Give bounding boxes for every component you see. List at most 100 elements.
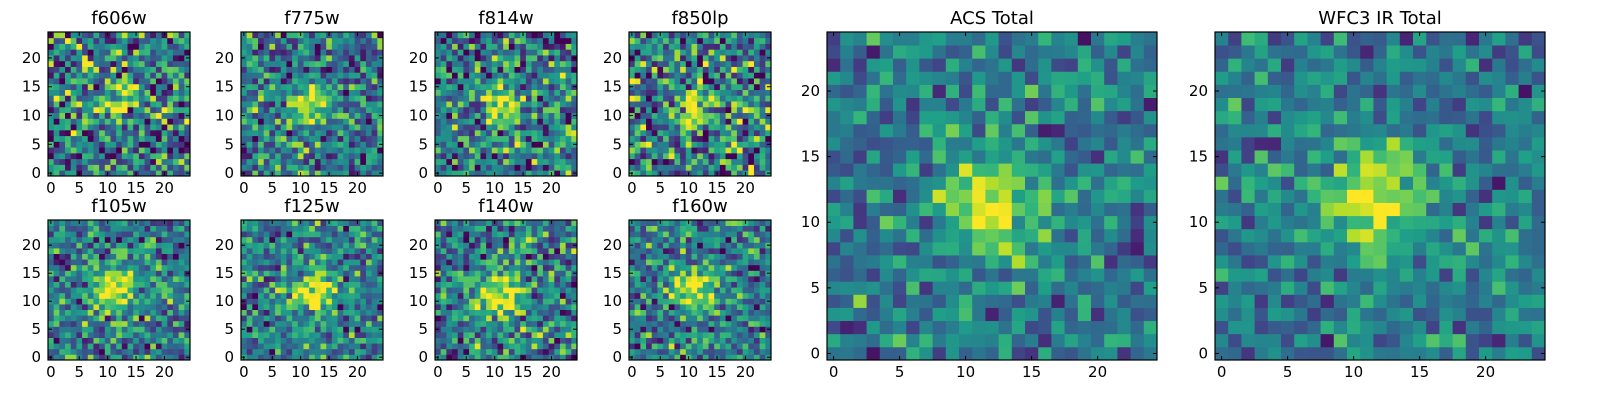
heatmap-cell <box>87 49 94 56</box>
heatmap-cell <box>354 253 361 260</box>
heatmap-cell <box>685 118 692 125</box>
heatmap-cell <box>121 147 128 154</box>
heatmap-cell <box>554 332 561 338</box>
heatmap-cell <box>480 332 487 338</box>
heatmap-cell <box>320 66 327 73</box>
heatmap-cell <box>65 72 72 79</box>
heatmap-cell <box>542 220 549 226</box>
heatmap-cell <box>280 337 287 344</box>
heatmap-cell <box>731 304 738 310</box>
heatmap-cell <box>514 66 521 73</box>
heatmap-cell <box>452 332 459 338</box>
heatmap-cell <box>571 248 578 254</box>
heatmap-cell <box>542 242 549 249</box>
heatmap-cell <box>303 147 310 154</box>
heatmap-cell <box>685 343 692 350</box>
heatmap-cell <box>565 320 572 327</box>
heatmap-cell <box>719 112 726 119</box>
heatmap-cell <box>480 270 487 277</box>
heatmap-cell <box>651 118 658 125</box>
heatmap-cell <box>320 270 327 277</box>
heatmap-cell <box>138 320 145 327</box>
heatmap-cell <box>93 236 100 243</box>
heatmap-cell <box>87 348 94 355</box>
heatmap-cell <box>138 248 145 254</box>
heatmap-cell <box>275 292 282 299</box>
heatmap-cell <box>702 118 709 125</box>
heatmap-cell <box>742 158 749 165</box>
heatmap-cell <box>486 49 493 56</box>
heatmap-cell <box>497 253 504 260</box>
heatmap-cell <box>371 49 378 56</box>
heatmap-cell <box>440 72 447 79</box>
heatmap-cell <box>150 343 157 350</box>
panel-title: f814w <box>478 8 533 29</box>
heatmap-cell <box>668 315 675 322</box>
heatmap-cell <box>331 276 338 282</box>
heatmap-cell <box>674 55 681 62</box>
heatmap-cell <box>719 37 726 44</box>
heatmap-cell <box>48 66 55 73</box>
heatmap-cell <box>514 49 521 56</box>
heatmap-cell <box>440 259 447 266</box>
heatmap-cell <box>742 152 749 160</box>
heatmap-cell <box>292 129 299 137</box>
heatmap-cell <box>167 152 174 160</box>
heatmap-cell <box>474 332 481 338</box>
heatmap-cell <box>326 66 333 73</box>
heatmap-cell <box>714 37 721 44</box>
heatmap-cell <box>348 118 355 125</box>
heatmap-cell <box>377 287 384 294</box>
heatmap-cell <box>133 242 140 249</box>
heatmap-cell <box>674 170 681 177</box>
heatmap-cell <box>571 264 578 271</box>
heatmap-cell <box>452 152 459 160</box>
heatmap-cell <box>258 225 265 232</box>
heatmap-cell <box>286 270 293 277</box>
heatmap-cell <box>646 49 653 56</box>
heatmap-cell <box>748 287 755 294</box>
heatmap-cell <box>640 158 647 165</box>
heatmap-cell <box>167 124 174 131</box>
heatmap-cell <box>480 112 487 119</box>
heatmap-cell <box>184 348 191 355</box>
heatmap-cell <box>286 112 293 119</box>
heatmap-cell <box>116 287 123 294</box>
heatmap-cell <box>559 129 567 137</box>
heatmap-cell <box>292 270 299 277</box>
heatmap-cell <box>303 242 310 249</box>
heatmap-cell <box>748 152 755 160</box>
heatmap-cell <box>457 231 464 238</box>
heatmap-cell <box>725 348 732 355</box>
heatmap-cell <box>286 253 293 260</box>
heatmap-cell <box>508 298 515 305</box>
heatmap-cell <box>537 32 544 39</box>
heatmap-cell <box>651 298 658 305</box>
heatmap-cell <box>320 253 327 260</box>
heatmap-cell <box>663 309 670 316</box>
heatmap-cell <box>59 124 66 131</box>
heatmap-cell <box>657 66 664 73</box>
heatmap-cell <box>155 95 162 102</box>
heatmap-cell <box>258 287 265 294</box>
heatmap-cell <box>286 95 293 102</box>
heatmap-cell <box>309 152 316 160</box>
heatmap-cell <box>697 292 704 299</box>
heatmap-cell <box>697 332 704 338</box>
heatmap-cell <box>742 124 749 131</box>
heatmap-cell <box>269 66 276 73</box>
heatmap-cell <box>150 55 157 62</box>
heatmap-cell <box>286 83 293 90</box>
heatmap-cell <box>303 236 310 243</box>
heatmap-cell <box>634 89 641 96</box>
heatmap-cell <box>371 83 378 90</box>
heatmap-cell <box>150 298 157 305</box>
heatmap-cell <box>241 158 248 165</box>
heatmap-cell <box>309 124 316 131</box>
heatmap-cell <box>297 83 304 90</box>
heatmap-cell <box>167 248 174 254</box>
heatmap-cell <box>343 343 350 350</box>
heatmap-cell <box>537 83 544 90</box>
heatmap-cell <box>719 78 726 85</box>
heatmap-cell <box>365 276 373 282</box>
